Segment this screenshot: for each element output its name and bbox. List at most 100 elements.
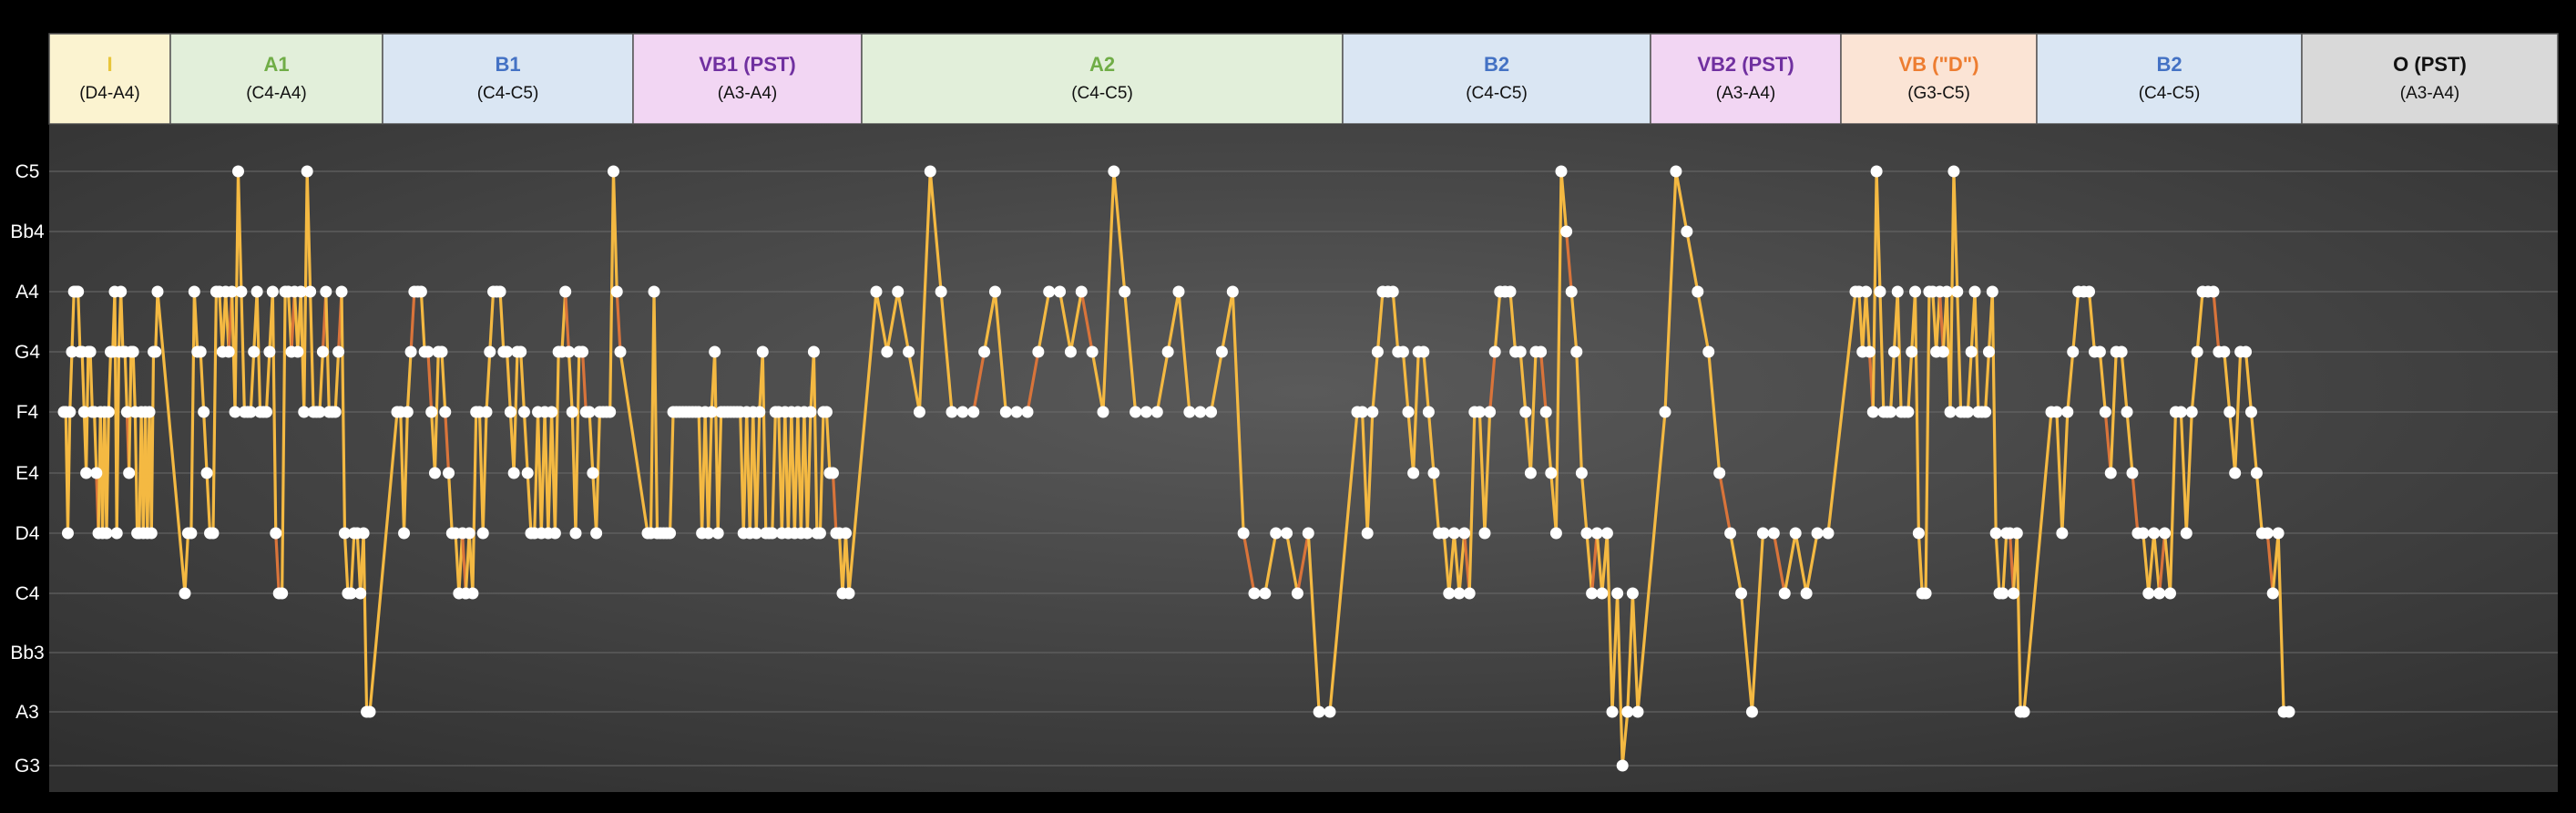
melody-segment [1112,170,1127,293]
note-point-e4 [1427,467,1440,479]
melody-segment [553,350,560,535]
melody-segment [917,170,932,414]
section-label: VB2 (PST) [1697,53,1794,76]
melody-segment [972,350,986,414]
note-point-f4 [1097,406,1109,418]
note-point-e4 [826,467,839,479]
note-point-c4 [1443,587,1456,600]
note-point-g4 [807,345,820,358]
melody-segment [1888,350,1896,414]
melody-segment [1477,410,1487,535]
note-point-a4 [2083,285,2096,298]
melody-segment [1422,350,1431,414]
melody-segment [1518,350,1528,414]
note-point-f4 [705,406,718,418]
note-point-a4 [1043,285,1056,298]
note-point-a3 [1621,705,1634,718]
section-label: VB1 (PST) [699,53,795,76]
y-tick-label: E4 [15,463,39,484]
note-point-d4 [357,527,370,540]
melody-segment [1674,170,1689,233]
y-tick-label: G3 [15,756,40,777]
note-point-e4 [2104,467,2117,479]
note-point-d4 [1549,527,1562,540]
note-point-a3 [2018,705,2030,718]
melody-segment [481,410,488,535]
note-point-a4 [294,285,307,298]
note-point-f4 [1902,406,1915,418]
note-point-f4 [1183,406,1196,418]
note-point-c4 [1611,587,1624,600]
y-tick-label: A4 [15,282,39,303]
melody-segment [1528,350,1538,475]
note-point-a3 [1313,705,1325,718]
note-point-g4 [614,345,627,358]
note-point-f4 [120,406,133,418]
melody-segment [66,410,72,535]
note-point-f4 [1659,406,1671,418]
note-point-a4 [414,285,427,298]
note-point-f4 [313,406,326,418]
note-point-f4 [517,406,530,418]
section-range: (A3-A4) [718,84,777,103]
melody-segment [1220,290,1234,354]
note-point-a4 [1951,285,1964,298]
melody-segment [1401,350,1410,414]
note-point-d4 [664,527,677,540]
melody-segment [580,350,588,414]
note-point-g4 [2191,345,2203,358]
note-point-f4 [1979,406,1992,418]
note-point-a4 [648,285,660,298]
note-point-f4 [2223,406,2236,418]
note-point-d4 [1724,527,1737,540]
note-point-g4 [709,345,721,358]
note-point-f4 [1356,406,1369,418]
note-point-f4 [2174,406,2187,418]
note-point-g4 [2218,345,2231,358]
note-point-c4 [1626,587,1639,600]
note-point-f4 [1473,406,1486,418]
melody-segment [1442,531,1451,595]
note-point-g4 [2240,345,2253,358]
melody-segment [1544,410,1553,475]
melody-segment [812,350,819,535]
melody-segment [1590,531,1599,595]
melody-segment [68,350,74,414]
melody-segment [1123,290,1138,414]
note-point-e4 [507,467,520,479]
melody-segment [1559,170,1569,233]
melody-segment [1875,170,1882,293]
note-point-d4 [1437,527,1450,540]
melody-segment [405,350,413,414]
note-point-g4 [1064,345,1077,358]
note-point-c4 [1291,587,1303,600]
melody-segment [2125,410,2134,475]
note-point-e4 [90,467,103,479]
y-tick-label: Bb3 [10,643,44,664]
melody-segment [939,290,954,414]
melody-segment [1626,592,1635,714]
note-point-e4 [1575,467,1588,479]
note-point-d4 [1361,527,1374,540]
note-point-d4 [185,527,198,540]
melody-segment [1447,531,1457,595]
melody-segment [1432,471,1441,535]
melody-segment [818,410,825,535]
melody-segment [2212,290,2221,354]
note-point-g4 [978,345,991,358]
melody-segment [831,471,838,535]
note-point-a4 [1692,285,1704,298]
melody-segment [183,531,190,595]
note-point-d4 [1989,527,2002,540]
note-point-g4 [1863,345,1876,358]
section-range: (D4-A4) [79,84,140,103]
section-label: A1 [263,53,289,76]
note-point-f4 [566,406,578,418]
melody-segment [189,290,196,535]
note-point-g4 [1371,345,1384,358]
melody-segment [2276,531,2285,714]
note-point-a4 [1386,285,1399,298]
note-point-f4 [2244,406,2257,418]
note-point-c5 [1870,165,1883,178]
melody-segment [2184,410,2193,535]
